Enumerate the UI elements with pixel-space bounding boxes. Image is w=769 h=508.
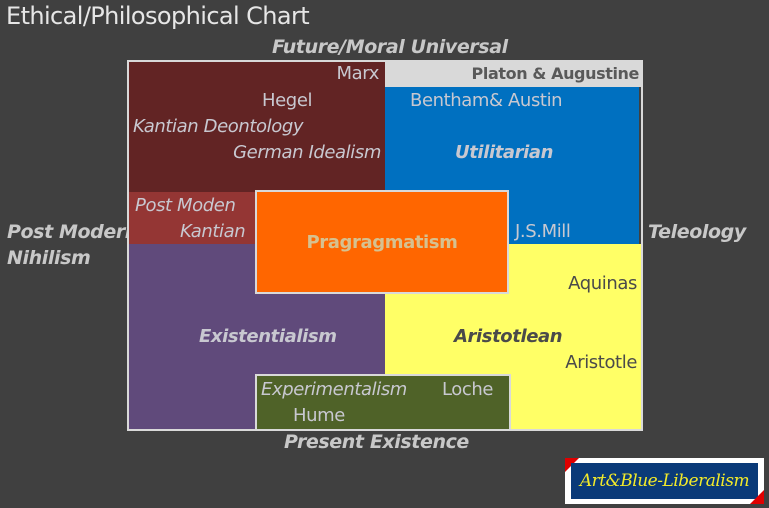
- label-bentham-austin: Bentham& Austin: [410, 90, 563, 111]
- label-existentialism: Existentialism: [199, 326, 337, 347]
- region-aristotlean: Aquinas Aristotlean Aristotle: [385, 244, 641, 429]
- corner-triangle-icon: [750, 490, 764, 504]
- chart-title: Ethical/Philosophical Chart: [6, 2, 310, 30]
- label-kantian-deontology: Kantian Deontology: [133, 116, 304, 137]
- logo-text: Art&Blue-Liberalism: [579, 471, 750, 491]
- region-pragmatism: Pragragmatism: [255, 190, 509, 294]
- label-aristotlean: Aristotlean: [454, 326, 563, 347]
- axis-label-bottom: Present Existence: [284, 431, 469, 453]
- label-hegel: Hegel: [262, 90, 313, 111]
- label-utilitarian: Utilitarian: [455, 142, 554, 163]
- region-german-idealism: Marx Hegel Kantian Deontology German Ide…: [129, 62, 385, 192]
- region-platon-augustine: Platon & Augustine: [385, 62, 641, 87]
- logo-panel: Art&Blue-Liberalism: [571, 463, 758, 499]
- axis-label-top: Future/Moral Universal: [272, 36, 508, 58]
- logo-badge: Art&Blue-Liberalism: [565, 458, 764, 504]
- axis-label-right: Teleology: [648, 221, 746, 243]
- label-experimentalism: Experimentalism: [261, 379, 407, 400]
- label-german-idealism: German Idealism: [233, 142, 381, 163]
- axis-label-left-line2: Nihilism: [7, 247, 91, 269]
- chart-frame: Marx Hegel Kantian Deontology German Ide…: [127, 60, 643, 431]
- label-marx: Marx: [336, 63, 379, 84]
- region-experimentalism: Experimentalism Loche Hume: [255, 374, 511, 429]
- label-hume: Hume: [293, 405, 345, 426]
- label-kantian: Kantian: [180, 221, 246, 242]
- label-platon-augustine: Platon & Augustine: [471, 64, 640, 83]
- label-pragmatism: Pragragmatism: [306, 232, 458, 253]
- axis-label-left-line1: Post Modern: [7, 221, 138, 243]
- label-post-moden: Post Moden: [135, 195, 236, 216]
- label-aristotle: Aristotle: [565, 352, 637, 373]
- label-aquinas: Aquinas: [568, 273, 637, 294]
- label-js-mill: J.S.Mill: [515, 221, 571, 242]
- label-loche: Loche: [442, 379, 494, 400]
